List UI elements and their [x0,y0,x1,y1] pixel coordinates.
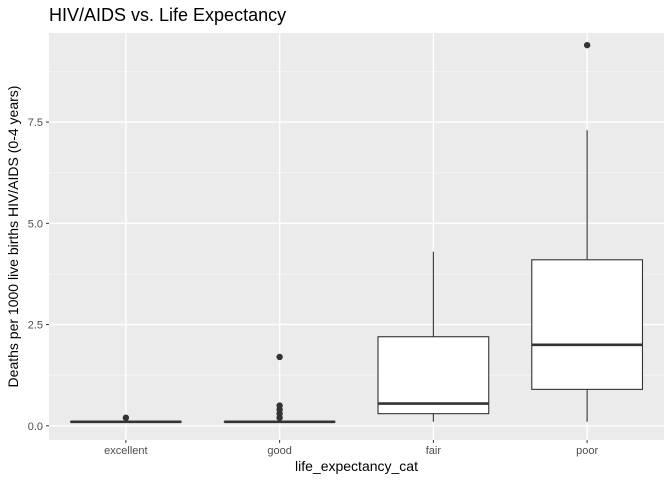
outlier-point [276,353,283,361]
box-iqr [531,259,644,390]
outlier-point [276,402,283,409]
x-tick-label: excellent [104,445,147,457]
y-tick-label: 2.5 [28,320,43,332]
box-poor [531,41,644,422]
x-axis: excellent good fair poor [104,440,598,457]
chart-title: HIV/AIDS vs. Life Expectancy [49,5,286,25]
box-good [223,353,336,424]
x-tick-label: poor [576,445,598,457]
x-axis-title: life_expectancy_cat [295,458,418,474]
box-iqr [377,336,490,415]
y-axis-title: Deaths per 1000 live births HIV/AIDS (0-… [5,86,21,388]
y-tick-label: 5.0 [28,218,43,230]
y-axis: 0.0 2.5 5.0 7.5 [28,117,49,433]
box-fair [377,251,490,422]
y-tick-label: 7.5 [28,117,43,129]
box-excellent [69,414,182,424]
x-tick-label: good [267,445,291,457]
x-tick-label: fair [426,445,442,457]
outlier-point [583,41,591,49]
outlier-point [122,414,130,421]
box-series [69,41,644,424]
y-tick-label: 0.0 [28,421,43,433]
